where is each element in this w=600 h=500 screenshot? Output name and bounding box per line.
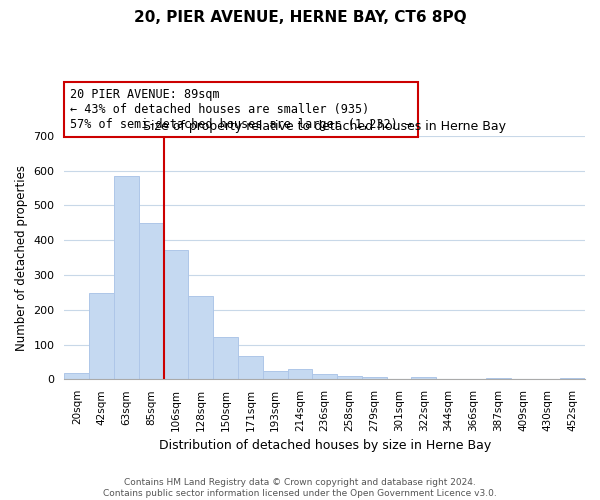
- Bar: [213, 337, 238, 380]
- X-axis label: Distribution of detached houses by size in Herne Bay: Distribution of detached houses by size …: [158, 440, 491, 452]
- Text: 20 PIER AVENUE: 89sqm
← 43% of detached houses are smaller (935)
57% of semi-det: 20 PIER AVENUE: 89sqm ← 43% of detached …: [70, 88, 412, 131]
- Bar: [362, 377, 386, 380]
- Text: 20, PIER AVENUE, HERNE BAY, CT6 8PQ: 20, PIER AVENUE, HERNE BAY, CT6 8PQ: [134, 10, 466, 25]
- Bar: [313, 374, 337, 380]
- Bar: [114, 176, 139, 380]
- Bar: [263, 372, 287, 380]
- Bar: [337, 376, 362, 380]
- Y-axis label: Number of detached properties: Number of detached properties: [15, 164, 28, 350]
- Bar: [560, 378, 585, 380]
- Bar: [64, 373, 89, 380]
- Bar: [486, 378, 511, 380]
- Text: Contains HM Land Registry data © Crown copyright and database right 2024.
Contai: Contains HM Land Registry data © Crown c…: [103, 478, 497, 498]
- Bar: [412, 376, 436, 380]
- Bar: [139, 224, 164, 380]
- Bar: [238, 356, 263, 380]
- Title: Size of property relative to detached houses in Herne Bay: Size of property relative to detached ho…: [143, 120, 506, 133]
- Bar: [164, 250, 188, 380]
- Bar: [89, 293, 114, 380]
- Bar: [188, 296, 213, 380]
- Bar: [287, 368, 313, 380]
